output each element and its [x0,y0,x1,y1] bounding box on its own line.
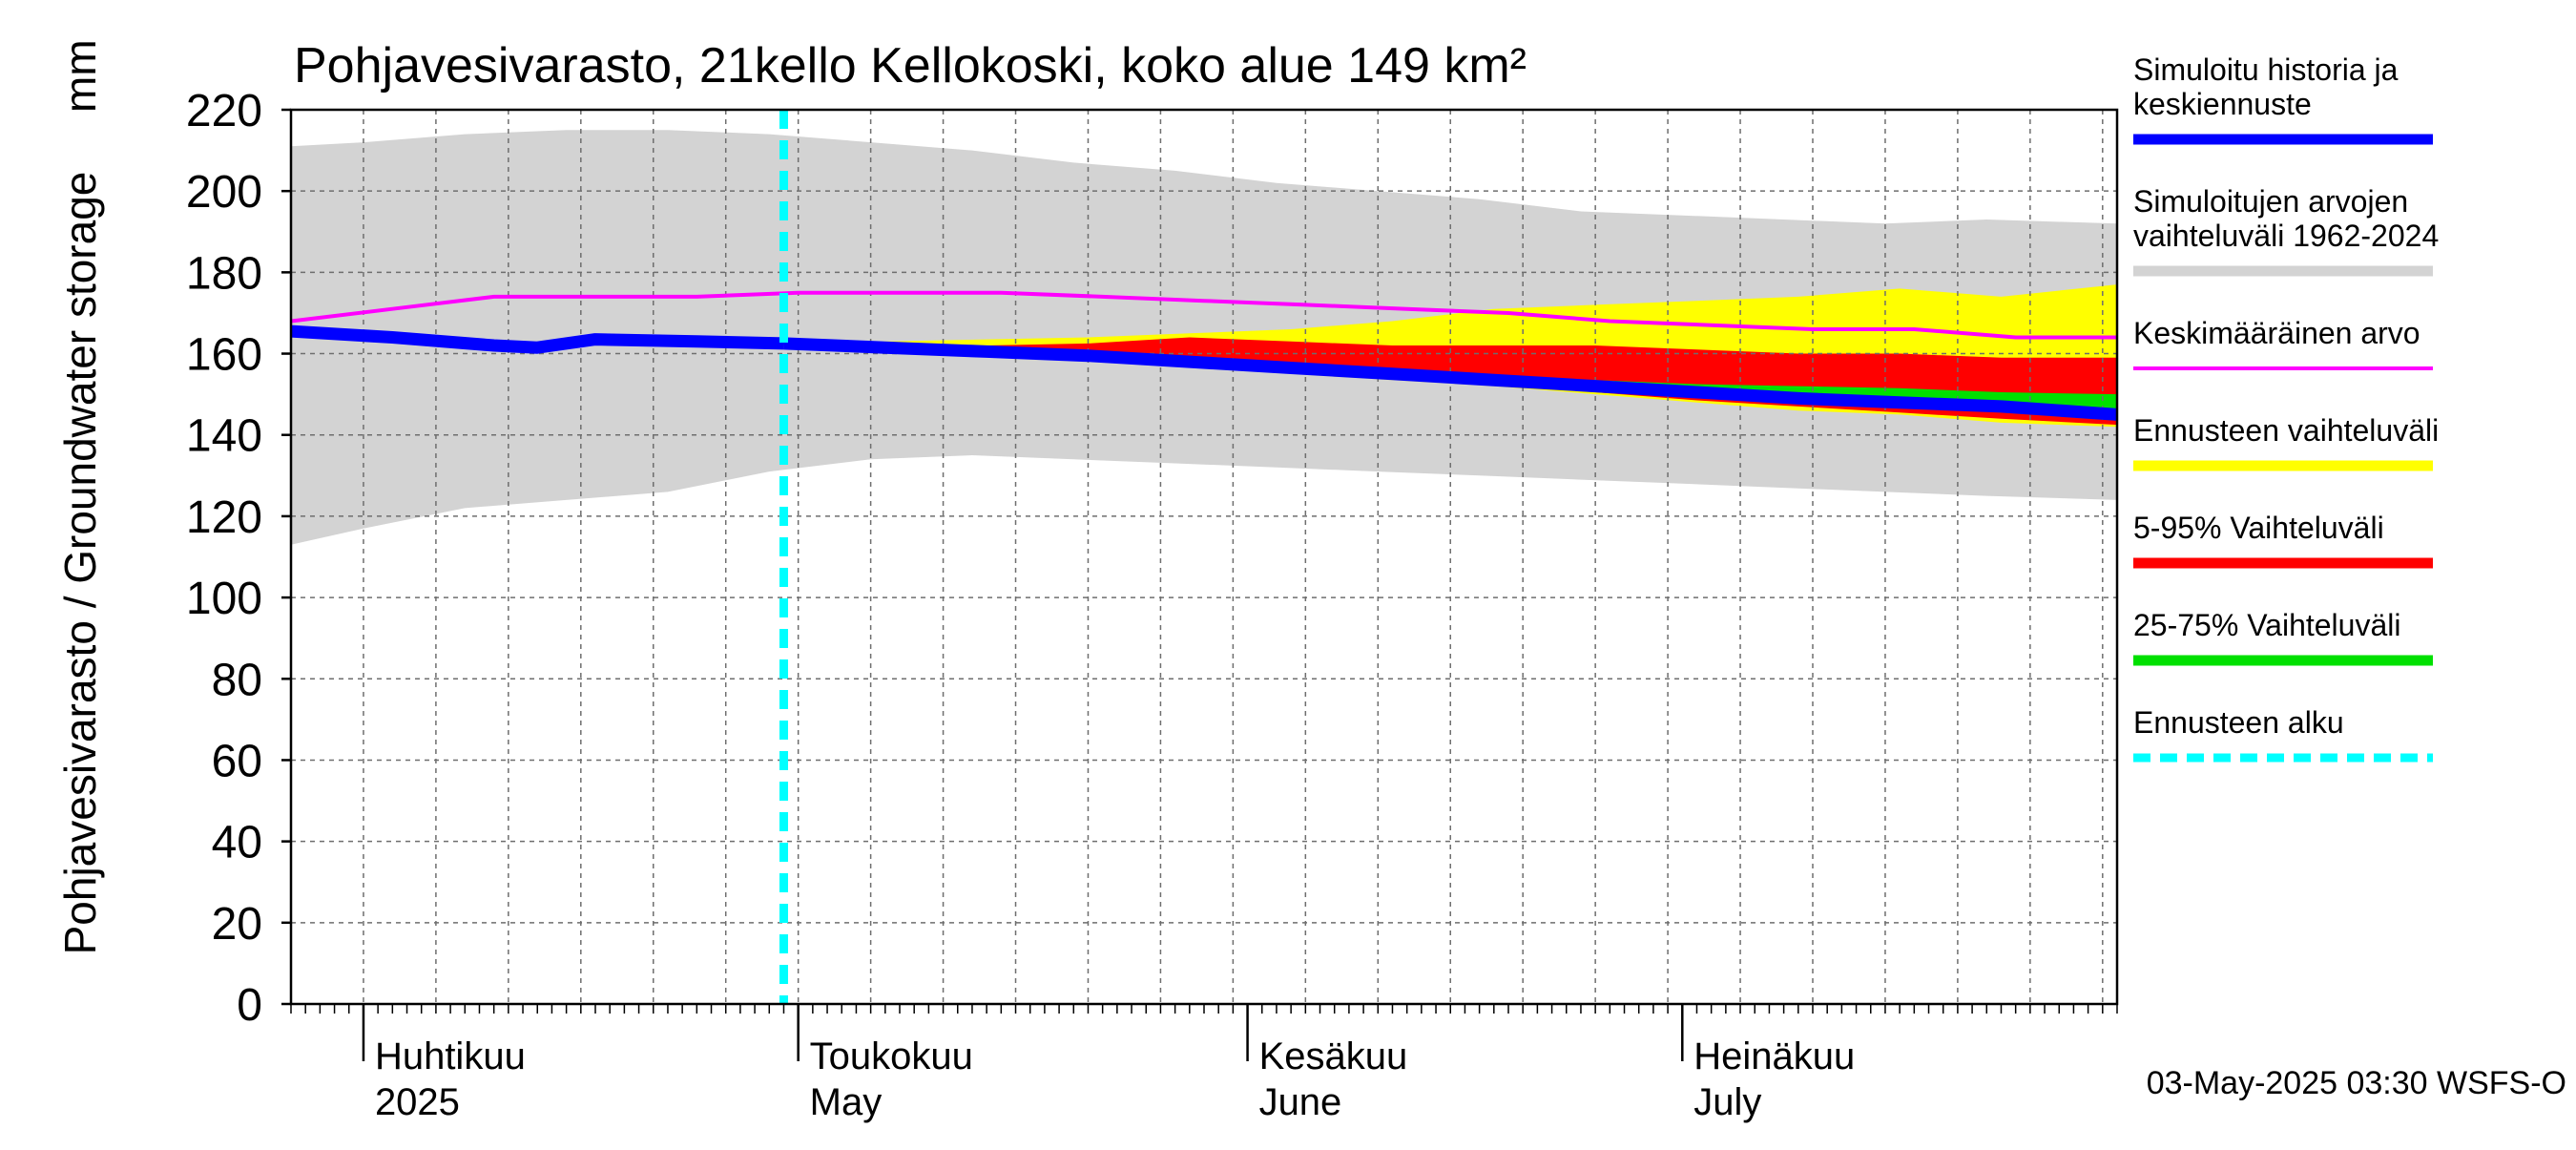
x-month-label-fi: Huhtikuu [375,1035,526,1077]
x-month-label-en: July [1693,1081,1761,1123]
legend-label: Keskimääräinen arvo [2133,316,2420,350]
x-month-label-fi: Kesäkuu [1259,1035,1408,1077]
legend-label: 25-75% Vaihteluväli [2133,608,2400,642]
history-line [291,324,784,354]
chart-title: Pohjavesivarasto, 21kello Kellokoski, ko… [294,38,1527,94]
axes: 0 20 40 60 80 100 120 140 160 180 200 220 Huhtikuu20… [186,86,2119,1123]
y-tick-label: 200 [186,167,262,218]
legend-label: Simuloitu historia ja [2133,52,2399,87]
data-lines [291,110,2117,1004]
y-tick-label: 0 [237,980,262,1031]
legend-label: 5-95% Vaihteluväli [2133,511,2384,545]
x-month-label-fi: Heinäkuu [1693,1035,1855,1077]
x-month-label-fi: Toukokuu [810,1035,973,1077]
y-tick-label: 160 [186,330,262,381]
y-tick-label: 60 [212,736,262,786]
x-month-label-en: 2025 [375,1081,460,1123]
legend-label: Simuloitujen arvojen [2133,184,2408,219]
y-tick-label: 120 [186,492,262,543]
y-tick-label: 220 [186,86,262,136]
y-tick-label: 80 [212,655,262,705]
footer-timestamp: 03-May-2025 03:30 WSFS-O [2147,1065,2566,1101]
y-axis-unit: mm [55,39,105,113]
y-tick-label: 140 [186,411,262,462]
mean-line [291,290,2117,340]
y-axis-label: Pohjavesivarasto / Groundwater storage [55,172,105,955]
median-forecast-line [783,337,2117,421]
y-tick-label: 100 [186,574,262,624]
y-tick-label: 20 [212,899,262,950]
legend-label: keskiennuste [2133,87,2312,121]
x-month-label-en: May [810,1081,883,1123]
legend-label: Ennusteen alku [2133,705,2344,740]
legend-label: Ennusteen vaihteluväli [2133,413,2439,448]
chart-text: Pohjavesivarasto, 21kello Kellokoski, ko… [55,38,2566,1101]
grid [290,109,2117,1004]
y-tick-label: 40 [212,818,262,868]
data-bands [291,130,2117,545]
x-month-label-en: June [1259,1081,1342,1123]
legend-label: vaihteluväli 1962-2024 [2133,219,2439,253]
y-tick-label: 180 [186,248,262,299]
